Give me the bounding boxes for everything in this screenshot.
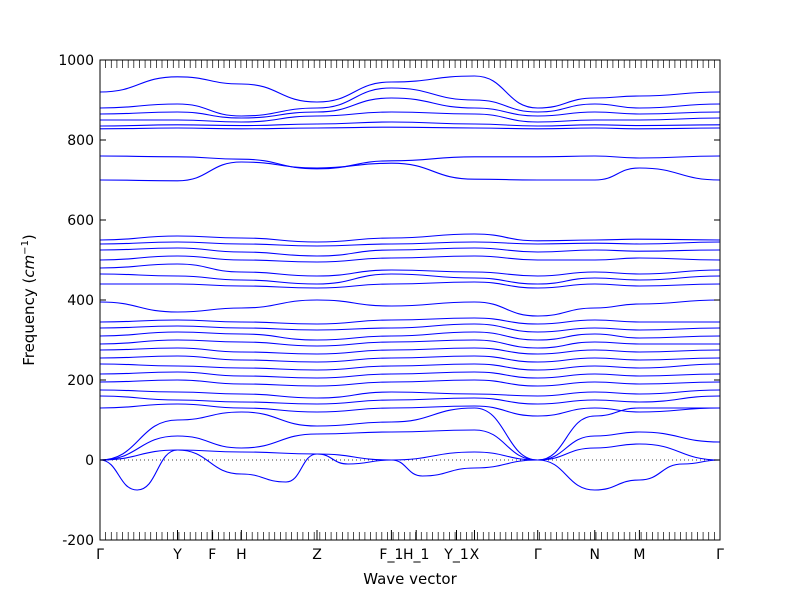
x-tick-label: Y_1 (443, 547, 468, 563)
x-tick-label: M (633, 547, 645, 563)
x-tick-label: H_1 (403, 547, 429, 563)
y-axis-title-unit: cm (20, 255, 38, 278)
x-tick-label: X (470, 547, 480, 563)
x-axis-title: Wave vector (363, 570, 457, 588)
y-tick-label: -200 (62, 533, 94, 549)
band-line-24 (99, 371, 721, 379)
y-axis: -200 0 200 400 600 800 1000 (58, 53, 720, 549)
band-line-5 (99, 121, 721, 127)
band-line-7 (99, 155, 721, 170)
band-line-21 (99, 347, 721, 355)
band-line-10 (99, 241, 721, 247)
x-tick-label: H (236, 547, 247, 563)
x-tick-label: F_1 (379, 547, 403, 563)
band-line-12 (99, 255, 721, 263)
band-line-22 (99, 355, 721, 363)
band-line-25 (99, 379, 721, 387)
y-tick-label: 400 (67, 293, 94, 309)
band-line-9 (99, 233, 721, 243)
band-line-29 (99, 407, 720, 461)
band-line-1 (99, 75, 721, 109)
band-line-20 (99, 339, 720, 349)
band-line-14 (99, 273, 721, 285)
y-tick-label: 600 (67, 213, 94, 229)
y-axis-title-text: Frequency ( (20, 278, 38, 366)
bands-group (99, 75, 721, 491)
x-tick-label: Γ (96, 547, 104, 563)
band-line-4 (100, 111, 721, 123)
band-line-11 (99, 247, 721, 257)
band-line-23 (99, 363, 721, 371)
band-line-6 (99, 126, 721, 130)
y-tick-label: 200 (67, 373, 94, 389)
y-tick-label: 0 (85, 453, 94, 469)
x-tick-label: N (590, 547, 600, 563)
band-line-18 (99, 323, 721, 333)
x-axis: Γ Y F H Z F_1 H_1 Y_1 X Γ N M Γ (96, 60, 724, 563)
x-tick-label: Γ (534, 547, 542, 563)
band-line-3 (99, 97, 721, 119)
y-axis-title-exponent: −1 (20, 240, 31, 255)
band-line-17 (99, 317, 720, 325)
band-line-27 (99, 395, 721, 405)
x-tick-label: Γ (716, 547, 724, 563)
y-axis-title-close: ) (20, 234, 38, 240)
band-line-8 (99, 161, 721, 182)
band-line-2 (99, 87, 721, 117)
band-line-15 (100, 281, 721, 289)
x-tick-label: F (208, 547, 216, 563)
band-line-26 (99, 389, 721, 399)
band-line-32 (99, 443, 721, 465)
y-tick-label: 1000 (58, 53, 94, 69)
x-tick-label: Z (312, 547, 322, 563)
band-line-16 (99, 299, 721, 317)
x-tick-label: Y (172, 547, 182, 563)
y-tick-label: 800 (67, 133, 94, 149)
band-line-30 (99, 429, 721, 461)
band-line-19 (99, 331, 721, 341)
y-axis-title: Frequency (cm−1) (20, 234, 38, 366)
band-line-13 (99, 263, 721, 277)
band-line-28 (99, 403, 721, 417)
